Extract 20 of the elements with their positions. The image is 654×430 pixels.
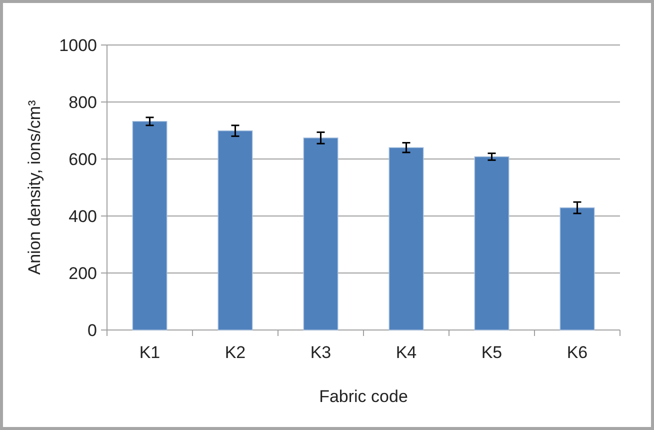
x-tick-label: K5 xyxy=(481,343,502,362)
x-tick-label: K2 xyxy=(224,343,246,362)
y-tick-label: 400 xyxy=(68,206,97,226)
bar xyxy=(132,120,168,330)
y-tick-label: 200 xyxy=(68,264,97,283)
y-tick-label: 1000 xyxy=(59,36,97,55)
x-tick-label: K3 xyxy=(310,343,332,362)
y-tick-label: 600 xyxy=(68,150,97,169)
y-tick-label: 800 xyxy=(68,92,97,112)
y-axis-title: Anion density, ions/cm³ xyxy=(25,100,44,275)
x-tick-label: K6 xyxy=(566,343,588,362)
bar xyxy=(560,207,595,330)
y-tick-label: 0 xyxy=(88,320,97,340)
bar xyxy=(388,147,424,330)
bar xyxy=(303,138,338,330)
x-axis-title: Fabric code xyxy=(319,387,408,406)
x-tick-label: K1 xyxy=(139,343,160,362)
bar xyxy=(474,156,510,330)
bar xyxy=(218,130,253,330)
x-tick-label: K4 xyxy=(396,343,417,362)
